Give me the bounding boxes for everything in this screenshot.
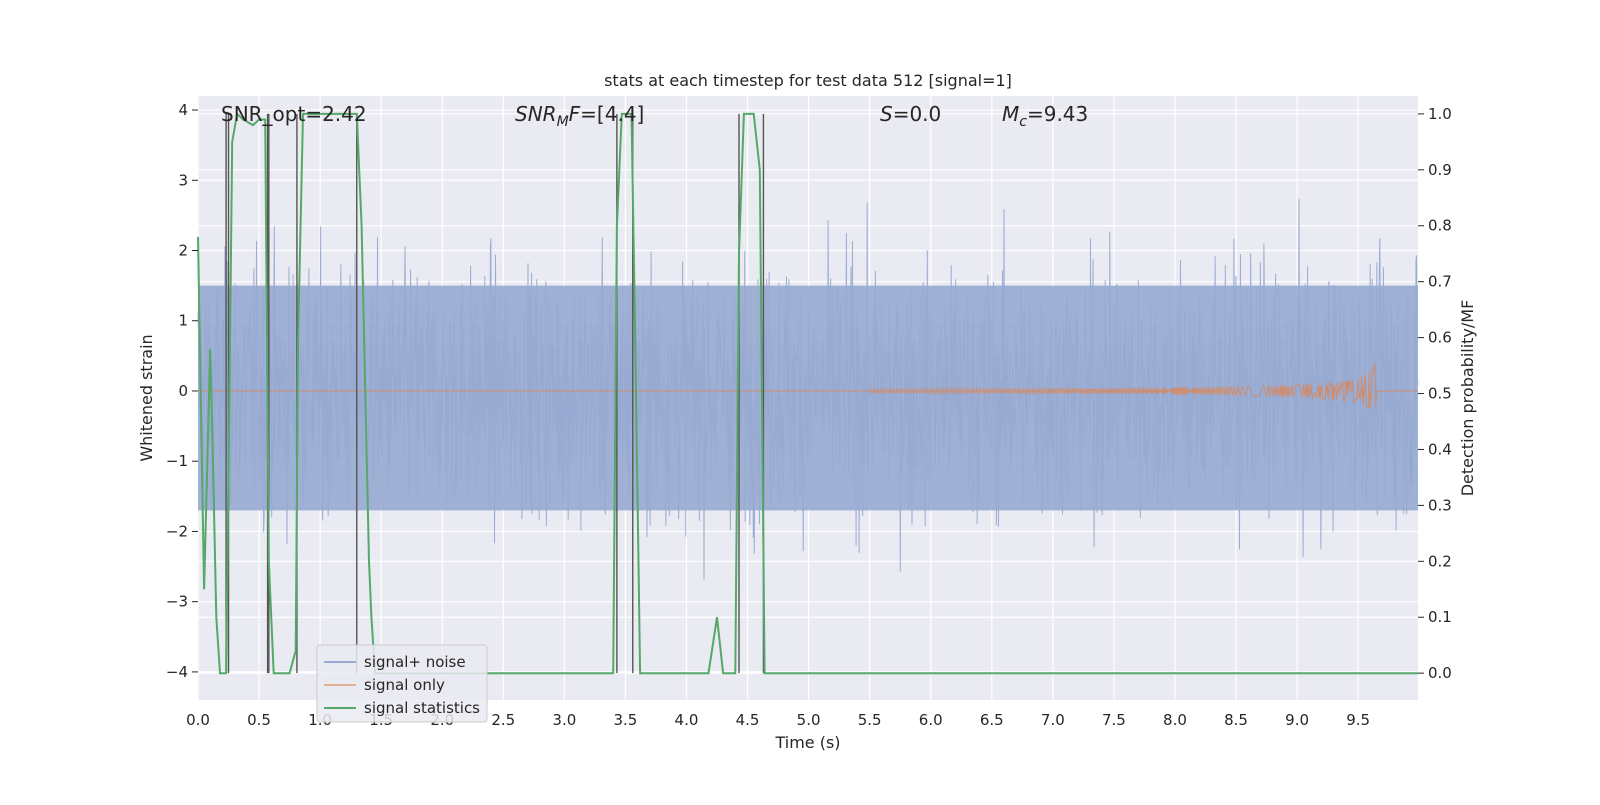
y-right-tick-label: 0.2: [1428, 552, 1452, 570]
y-tick-label: 1: [178, 312, 188, 330]
y-right-tick-label: 0.9: [1428, 161, 1452, 179]
y-axis-right-label: Detection probability/MF: [1458, 300, 1477, 497]
x-tick-label: 8.0: [1163, 711, 1187, 729]
x-tick-label: 4.0: [675, 711, 699, 729]
x-tick-label: 5.0: [797, 711, 821, 729]
signal-trace: [198, 363, 1418, 410]
y-tick-label: −3: [166, 593, 188, 611]
x-axis-label: Time (s): [774, 733, 840, 752]
y-right-tick-label: 0.1: [1428, 608, 1452, 626]
x-tick-label: 0.5: [247, 711, 271, 729]
y-right-tick-label: 0.5: [1428, 385, 1452, 403]
axes: 0.00.51.01.52.02.53.03.54.04.55.05.56.06…: [166, 101, 1452, 729]
legend-label-signal-statistics: signal statistics: [364, 699, 480, 717]
x-tick-label: 8.5: [1224, 711, 1248, 729]
x-tick-label: 6.0: [919, 711, 943, 729]
y-right-tick-label: 1.0: [1428, 105, 1452, 123]
x-tick-label: 5.5: [858, 711, 882, 729]
x-tick-label: 0.0: [186, 711, 210, 729]
y-tick-label: −2: [166, 522, 188, 540]
x-tick-label: 6.5: [980, 711, 1004, 729]
annotation-snr-mf: SNRMF=[4.4]: [515, 102, 644, 130]
x-tick-label: 7.5: [1102, 711, 1126, 729]
y-tick-label: 0: [178, 382, 188, 400]
annotation-snr-opt: SNR_opt=2.42: [221, 102, 367, 126]
x-tick-label: 9.5: [1346, 711, 1370, 729]
x-tick-label: 7.0: [1041, 711, 1065, 729]
series-signal-plus-noise: [197, 198, 1419, 581]
legend-label-signal-plus-noise: signal+ noise: [364, 653, 466, 671]
annotations: SNR_opt=2.42 SNRMF=[4.4] S=0.0 Mc=9.43: [221, 102, 1088, 130]
x-tick-label: 3.0: [552, 711, 576, 729]
y-right-tick-label: 0.6: [1428, 329, 1452, 347]
y-axis-label: Whitened strain: [137, 334, 156, 461]
y-tick-label: −1: [166, 452, 188, 470]
y-right-tick-label: 0.8: [1428, 217, 1452, 235]
x-tick-label: 4.5: [736, 711, 760, 729]
annotation-mc: Mc=9.43: [1002, 102, 1088, 130]
y-tick-label: −4: [166, 663, 188, 681]
series-signal-only: [198, 363, 1418, 410]
y-tick-label: 2: [178, 242, 188, 260]
legend-box: [316, 644, 488, 723]
y-right-tick-label: 0.0: [1428, 664, 1452, 682]
y-right-tick-label: 0.4: [1428, 440, 1452, 458]
chart-title: stats at each timestep for test data 512…: [604, 71, 1012, 90]
x-tick-label: 9.0: [1285, 711, 1309, 729]
y-tick-label: 3: [178, 171, 188, 189]
x-tick-label: 2.5: [491, 711, 515, 729]
y-right-tick-label: 0.3: [1428, 496, 1452, 514]
legend: signal+ noise signal only signal statist…: [316, 644, 488, 723]
y-tick-label: 4: [178, 101, 188, 119]
x-tick-label: 3.5: [613, 711, 637, 729]
noise-core-band: [198, 285, 1418, 511]
annotation-s: S=0.0: [880, 102, 941, 126]
legend-label-signal-only: signal only: [364, 676, 445, 694]
y-right-tick-label: 0.7: [1428, 273, 1452, 291]
